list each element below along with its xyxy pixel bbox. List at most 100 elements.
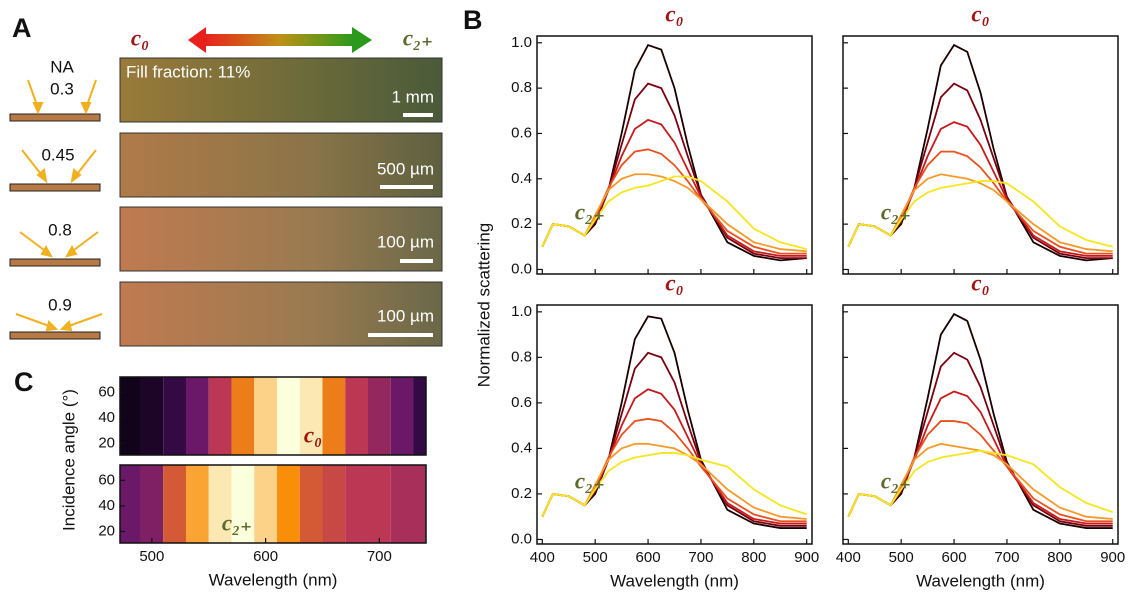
spectrum-line (541, 452, 808, 518)
heatmap-cell (120, 377, 141, 455)
heatmap-cell (208, 377, 232, 455)
na-title: NA (50, 57, 74, 76)
fill-fraction: Fill fraction: 11% (126, 62, 250, 81)
y-tick-label: 0.8 (511, 348, 532, 365)
heatmap-cell (140, 465, 164, 543)
y-tick-label: 40 (98, 497, 115, 514)
spectrum-line (847, 449, 1114, 518)
y-tick-label: 1.0 (511, 303, 532, 320)
heatmap-cell (185, 377, 209, 455)
scale-bar-label: 100 µm (377, 306, 434, 325)
heatmap-cell (276, 465, 300, 543)
spectrum-line (847, 121, 1113, 257)
heatmap-cell (345, 377, 368, 455)
heatmap-cell (413, 377, 426, 455)
heatmap-cell (254, 465, 277, 543)
micrograph-strips (119, 57, 443, 347)
x-tick-label: 700 (994, 549, 1019, 566)
spectrum-line (541, 82, 807, 260)
heatmap (120, 377, 426, 455)
panel-label: A (12, 13, 32, 43)
heatmap-cell (322, 377, 346, 455)
heatmap-cell (254, 377, 277, 455)
spectrum-line (541, 175, 807, 250)
x-tick-label: 900 (1100, 549, 1125, 566)
heatmap-cell (208, 465, 232, 543)
spectrum-line (847, 351, 1113, 527)
x-tick-label: 500 (889, 549, 914, 566)
x-tick-label: 900 (794, 549, 819, 566)
y-tick-label: 60 (98, 383, 115, 400)
y-axis-label: Incidence angle (°) (59, 389, 78, 531)
heatmap-cell (367, 377, 391, 455)
heatmap-cell (163, 377, 186, 455)
na-value: 0.8 (48, 220, 72, 239)
x-tick-label: 600 (253, 548, 278, 565)
x-tick-label: 500 (583, 549, 608, 566)
x-tick-label: 700 (688, 549, 713, 566)
y-tick-label: 0.4 (511, 439, 532, 456)
heatmap-cell (231, 377, 255, 455)
x-tick-label: 400 (530, 549, 555, 566)
y-tick-label: 20 (98, 522, 115, 539)
y-tick-label: 0.6 (511, 394, 532, 411)
x-tick-label: 500 (139, 548, 164, 565)
heatmap-cell (140, 377, 164, 455)
plot-frame (842, 35, 1119, 275)
plot-frame (536, 304, 813, 545)
x-tick-label: 800 (1047, 549, 1072, 566)
x-tick-label: 600 (636, 549, 661, 566)
curve-title: c₀ (971, 270, 989, 295)
heatmap-cell (231, 465, 255, 543)
spectrum-line (847, 43, 1113, 262)
scale-bar-label: 1 mm (392, 87, 435, 106)
scale-bars (368, 113, 433, 337)
na-value: 0.9 (48, 295, 72, 314)
heatmap-cell (299, 465, 323, 543)
plot-frame (536, 35, 813, 275)
annotation: c₂₊ (575, 468, 605, 493)
heatmap-cell (163, 465, 186, 543)
scale-bar-label: 100 µm (377, 232, 434, 251)
gradient-arrow (188, 27, 372, 53)
annotation: c₂₊ (222, 510, 252, 535)
x-axis-label: Wavelength (nm) (610, 571, 739, 590)
heatmap (120, 465, 426, 543)
heatmap-cell (345, 465, 368, 543)
na-value: 0.45 (41, 145, 74, 164)
y-tick-label: 0.0 (511, 260, 532, 277)
heatmap-cell (367, 465, 391, 543)
plot-frame (119, 376, 427, 456)
heatmap-cell (185, 465, 209, 543)
heatmap-cell (120, 465, 141, 543)
spectrum-line (847, 82, 1113, 260)
curve-title: c₀ (665, 1, 683, 26)
panel-label: B (463, 5, 483, 35)
y-tick-label: 20 (98, 434, 115, 451)
c0-label: c₀ (131, 25, 149, 50)
annotation: c₂₊ (881, 199, 911, 224)
y-tick-label: 0.2 (511, 215, 532, 232)
annotation: c₂₊ (575, 199, 605, 224)
y-tick-label: 0.6 (511, 124, 532, 141)
heatmap-cell (299, 377, 323, 455)
y-axis-label: Normalized scattering (474, 223, 493, 387)
y-tick-label: 40 (98, 409, 115, 426)
y-tick-label: 60 (98, 471, 115, 488)
heatmap-cell (413, 465, 426, 543)
scale-bar-label: 500 µm (377, 159, 434, 178)
y-tick-label: 0.2 (511, 485, 532, 502)
x-tick-label: 800 (741, 549, 766, 566)
spectrum-line (541, 351, 807, 527)
heatmap-cell (276, 377, 300, 455)
x-axis-label: Wavelength (nm) (209, 570, 338, 589)
panel-label: C (14, 367, 34, 397)
x-tick-label: 700 (367, 548, 392, 565)
y-tick-label: 1.0 (511, 34, 532, 51)
heatmap-cell (322, 465, 346, 543)
plot-frame (842, 304, 1119, 545)
annotation: c₂₊ (881, 468, 911, 493)
y-tick-label: 0.0 (511, 530, 532, 547)
c2-label: c₂₊ (403, 25, 433, 50)
